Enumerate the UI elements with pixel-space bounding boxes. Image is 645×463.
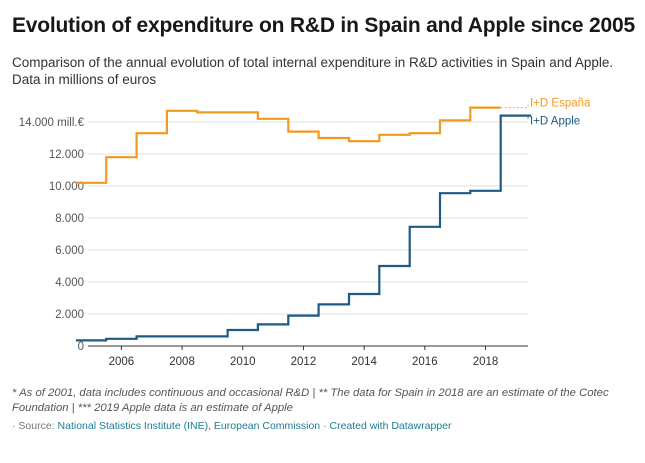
chart-title: Evolution of expenditure on R&D in Spain… — [12, 14, 635, 37]
y-tick-label: 0 — [78, 341, 84, 353]
x-tick-label: 2012 — [291, 356, 317, 368]
y-tick-label: 14.000 mill.€ — [19, 117, 85, 129]
x-tick-label: 2008 — [169, 356, 195, 368]
series-label: I+D Apple — [530, 116, 580, 128]
series-line-i-d-espa-a — [75, 106, 501, 184]
x-tick-label: 2006 — [109, 356, 135, 368]
datawrapper-credit-link[interactable]: Created with Datawrapper — [329, 420, 452, 432]
gridlines — [88, 121, 528, 347]
footnotes: * As of 2001, data includes continuous a… — [12, 387, 609, 414]
source-link[interactable]: National Statistics Institute (INE), Eur… — [57, 420, 321, 432]
y-axis-ticks: 0 2.000 4.000 6.000 8.000 10.000 12.000 14.000 … — [19, 117, 85, 353]
y-tick-label: 2.000 — [55, 309, 84, 321]
y-tick-label: 6.000 — [55, 245, 84, 257]
x-tick-label: 2018 — [473, 356, 499, 368]
series-lines — [75, 106, 531, 342]
label-leader-line — [527, 115, 531, 121]
source-prefix: · Source: — [12, 420, 58, 432]
chart-subtitle: Comparison of the annual evolution of to… — [12, 55, 614, 87]
y-tick-label: 10.000 — [49, 181, 84, 193]
x-tick-label: 2014 — [351, 356, 377, 368]
series-label: I+D España — [530, 98, 591, 110]
series-line-i-d-apple — [75, 114, 531, 342]
x-tick-label: 2016 — [412, 356, 438, 368]
x-axis-ticks: 2006 2008 2010 2012 2014 2016 2018 — [109, 346, 499, 368]
label-leader-line — [500, 102, 529, 109]
y-tick-label: 12.000 — [49, 149, 84, 161]
series-labels: I+D España I+D Apple — [500, 98, 591, 128]
source-line: · Source: National Statistics Institute … — [12, 420, 451, 432]
y-tick-label: 4.000 — [55, 277, 84, 289]
step-line-chart: 0 2.000 4.000 6.000 8.000 10.000 12.000 14.000 … — [19, 98, 591, 368]
source-separator: · — [320, 420, 330, 432]
y-tick-label: 8.000 — [55, 213, 84, 225]
x-tick-label: 2010 — [230, 356, 256, 368]
